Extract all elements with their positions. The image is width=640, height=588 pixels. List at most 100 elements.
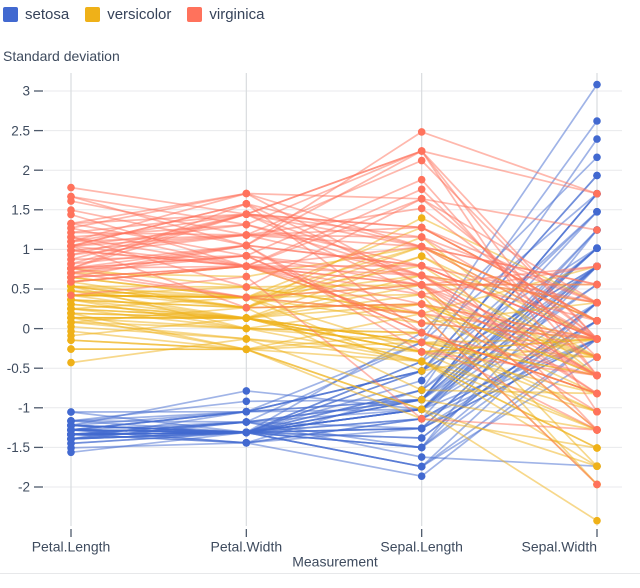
versicolor-line bbox=[70, 330, 598, 449]
y-axis-title: Standard deviation bbox=[3, 48, 120, 64]
virginica-point bbox=[417, 300, 426, 308]
virginica-line bbox=[70, 265, 598, 340]
y-tick-label: 2 bbox=[22, 163, 30, 178]
setosa-color-swatch-icon bbox=[3, 7, 18, 22]
virginica-point bbox=[417, 290, 426, 299]
legend: setosa versicolor virginica bbox=[3, 7, 264, 22]
virginica-point bbox=[417, 262, 426, 270]
virginica-point bbox=[417, 281, 426, 289]
data-points-layer bbox=[67, 80, 601, 525]
virginica-point bbox=[242, 200, 251, 208]
setosa-point bbox=[242, 418, 251, 426]
setosa-point bbox=[67, 448, 75, 457]
virginica-point bbox=[67, 206, 75, 214]
setosa-line bbox=[70, 265, 598, 431]
virginica-point bbox=[593, 407, 601, 416]
x-axis-title: Measurement bbox=[292, 554, 378, 570]
virginica-point bbox=[242, 241, 251, 250]
virginica-point bbox=[417, 233, 426, 241]
versicolor-color-swatch-icon bbox=[85, 7, 101, 22]
virginica-point bbox=[417, 328, 426, 337]
virginica-point bbox=[67, 278, 75, 286]
versicolor-point bbox=[417, 252, 426, 260]
virginica-point bbox=[67, 219, 75, 228]
versicolor-point bbox=[417, 214, 426, 222]
virginica-line bbox=[70, 192, 598, 231]
virginica-point bbox=[242, 262, 251, 271]
virginica-point bbox=[593, 353, 601, 362]
y-tick-label: -1.5 bbox=[7, 440, 30, 455]
versicolor-point bbox=[67, 358, 75, 367]
virginica-point bbox=[67, 237, 75, 246]
setosa-point bbox=[593, 171, 601, 180]
versicolor-point bbox=[242, 335, 251, 343]
setosa-point bbox=[242, 407, 251, 416]
virginica-point bbox=[593, 226, 601, 234]
virginica-line bbox=[70, 131, 598, 247]
virginica-line bbox=[70, 150, 598, 377]
x-tick-label: Sepal.Length bbox=[380, 539, 463, 555]
virginica-point bbox=[593, 298, 601, 307]
virginica-line bbox=[70, 213, 598, 340]
virginica-point bbox=[593, 480, 601, 489]
setosa-point bbox=[242, 387, 251, 395]
setosa-point bbox=[417, 472, 426, 481]
virginica-point bbox=[593, 262, 601, 271]
virginica-point bbox=[242, 283, 251, 291]
virginica-point bbox=[593, 389, 601, 398]
virginica-point bbox=[417, 271, 426, 280]
setosa-point bbox=[593, 135, 601, 143]
setosa-point bbox=[242, 428, 251, 437]
setosa-point bbox=[593, 117, 601, 125]
y-tick-label: 3 bbox=[22, 84, 30, 99]
virginica-line bbox=[70, 254, 598, 431]
versicolor-point bbox=[417, 367, 426, 375]
virginica-point bbox=[67, 264, 75, 273]
y-tick-label: -1 bbox=[18, 401, 30, 416]
setosa-point bbox=[417, 434, 426, 442]
setosa-point bbox=[242, 397, 251, 406]
virginica-point bbox=[593, 371, 601, 380]
setosa-point bbox=[67, 408, 75, 416]
virginica-point bbox=[242, 210, 251, 218]
virginica-point bbox=[242, 189, 251, 198]
virginica-point bbox=[242, 220, 251, 229]
versicolor-point bbox=[67, 327, 75, 336]
virginica-line bbox=[70, 197, 598, 304]
versicolor-point bbox=[417, 395, 426, 404]
virginica-line bbox=[70, 265, 598, 340]
virginica-color-swatch-icon bbox=[187, 7, 203, 22]
setosa-point bbox=[417, 453, 426, 461]
setosa-line bbox=[70, 210, 598, 434]
virginica-point bbox=[417, 415, 426, 423]
setosa-line bbox=[70, 338, 598, 478]
virginica-point bbox=[417, 338, 426, 347]
virginica-point bbox=[67, 192, 75, 201]
virginica-point bbox=[417, 348, 426, 356]
versicolor-point bbox=[242, 314, 251, 322]
virginica-point bbox=[67, 251, 75, 259]
setosa-line bbox=[70, 283, 598, 436]
setosa-line bbox=[70, 247, 598, 427]
y-tick-label: -2 bbox=[18, 480, 30, 495]
virginica-point bbox=[417, 195, 426, 203]
setosa-point bbox=[417, 424, 426, 433]
versicolor-point bbox=[67, 345, 75, 353]
legend-item-setosa: setosa bbox=[3, 7, 69, 22]
versicolor-point bbox=[242, 324, 251, 333]
y-tick-label: 1 bbox=[22, 242, 30, 257]
versicolor-point bbox=[593, 516, 601, 525]
virginica-point bbox=[593, 280, 601, 289]
virginica-point bbox=[417, 156, 426, 165]
virginica-point bbox=[242, 303, 251, 312]
setosa-line bbox=[70, 229, 598, 444]
virginica-line bbox=[70, 265, 598, 340]
versicolor-line bbox=[70, 307, 598, 344]
versicolor-point bbox=[67, 336, 75, 345]
virginica-line bbox=[70, 192, 598, 286]
virginica-point bbox=[593, 426, 601, 434]
versicolor-line bbox=[70, 348, 598, 468]
x-tick-label: Sepal.Width bbox=[522, 539, 597, 555]
